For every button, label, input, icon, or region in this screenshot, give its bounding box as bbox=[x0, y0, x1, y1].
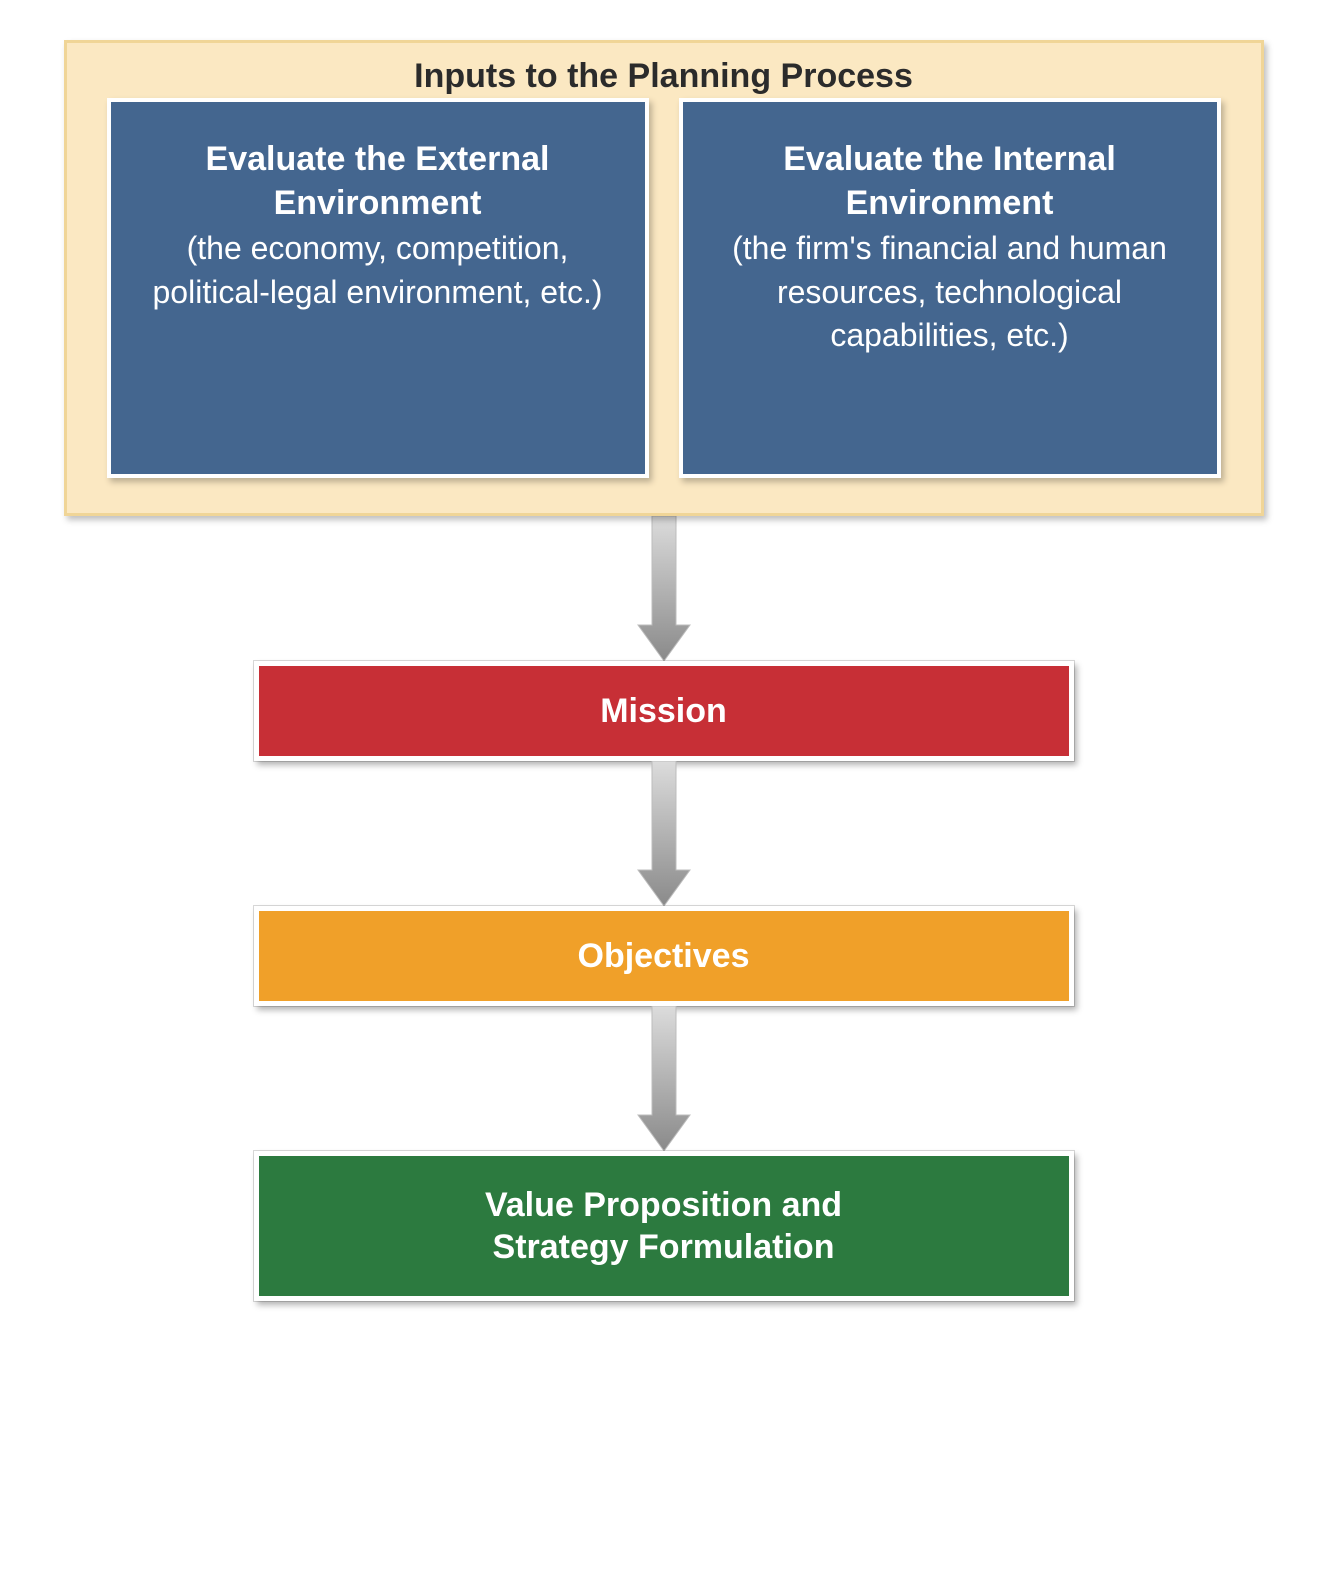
eval-external-subtitle: (the economy, competition, political-leg… bbox=[151, 227, 605, 313]
inputs-row: Evaluate the External Environment (the e… bbox=[107, 98, 1221, 478]
eval-internal-box: Evaluate the Internal Environment (the f… bbox=[679, 98, 1221, 478]
mission-box: Mission bbox=[254, 661, 1074, 761]
eval-internal-title: Evaluate the Internal Environment bbox=[723, 137, 1177, 225]
arrow-2 bbox=[60, 761, 1267, 906]
arrow-1 bbox=[60, 516, 1267, 661]
mission-label: Mission bbox=[600, 690, 727, 733]
value-prop-label: Value Proposition andStrategy Formulatio… bbox=[485, 1184, 842, 1269]
objectives-label: Objectives bbox=[578, 935, 750, 978]
eval-external-box: Evaluate the External Environment (the e… bbox=[107, 98, 649, 478]
value-prop-box: Value Proposition andStrategy Formulatio… bbox=[254, 1151, 1074, 1301]
inputs-panel-title: Inputs to the Planning Process bbox=[67, 57, 1261, 96]
arrow-3 bbox=[60, 1006, 1267, 1151]
eval-internal-subtitle: (the firm's financial and human resource… bbox=[723, 227, 1177, 357]
inputs-panel: Inputs to the Planning Process Evaluate … bbox=[64, 40, 1264, 516]
objectives-box: Objectives bbox=[254, 906, 1074, 1006]
eval-external-title: Evaluate the External Environment bbox=[151, 137, 605, 225]
planning-process-flowchart: Inputs to the Planning Process Evaluate … bbox=[60, 40, 1267, 1301]
